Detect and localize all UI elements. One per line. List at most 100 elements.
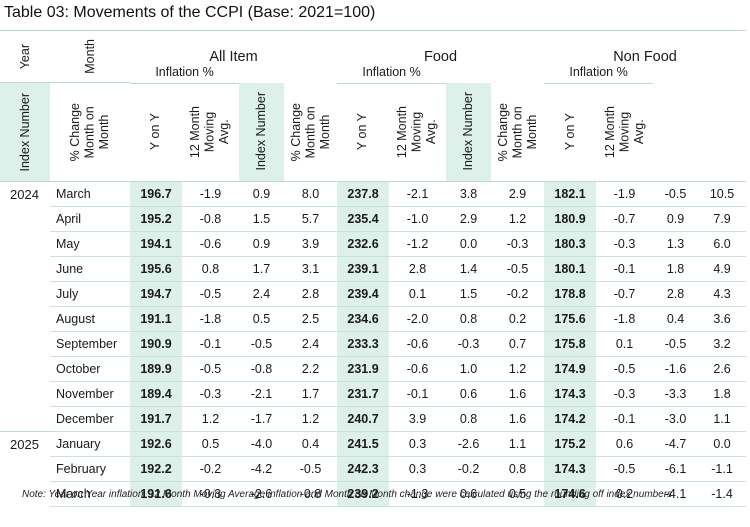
food-index-number-cell: 239.4 — [337, 281, 390, 307]
table-row: 2024 March 196.7 -1.9 0.9 8.0 237.8 -2.1 3.8 2.9 1… — [0, 181, 747, 207]
non-food-yoy-inflation-cell: -6.1 — [653, 456, 699, 482]
year-header-label: Year — [17, 43, 32, 70]
non-food-mom-change-cell: -0.3 — [596, 231, 654, 257]
all-item-yoy-inflation-cell: -0.8 — [239, 356, 284, 382]
food-mom-change-cell: -0.6 — [389, 356, 447, 382]
all-item-moving-avg-cell: 3.1 — [284, 256, 338, 282]
non-food-index-number-cell: 174.6 — [544, 481, 597, 507]
non-food-yoy-inflation-cell: -0.5 — [653, 181, 699, 207]
moving-avg-label-line: Avg. — [216, 119, 231, 145]
food-mom-change-cell: -0.1 — [389, 381, 447, 407]
month-cell: November — [50, 381, 130, 407]
month-cell: February — [50, 456, 130, 482]
mom-label-line: Month on — [82, 105, 97, 159]
food-index-number-cell: 234.6 — [337, 306, 390, 332]
year-cell: 2025 — [0, 431, 50, 457]
non-food-moving-avg-cell: 0.0 — [698, 431, 747, 457]
non-food-yoy-inflation-cell: -4.1 — [653, 481, 699, 507]
moving-avg-label: 12 Month Moving Avg. — [188, 106, 231, 158]
food-index-number-cell: 232.6 — [337, 231, 390, 257]
non-food-moving-avg-cell: -1.4 — [698, 481, 747, 507]
food-yoy-inflation-cell: 0.8 — [446, 406, 492, 432]
year-cell — [0, 232, 50, 257]
all-item-index-number-cell: 196.7 — [130, 181, 182, 207]
food-moving-avg-cell: 1.2 — [491, 356, 545, 382]
non-food-yoy-inflation-cell: -4.7 — [653, 431, 699, 457]
all-item-moving-avg-cell: -0.5 — [284, 456, 338, 482]
food-inflation-header: Inflation % Y on Y 12 Month Moving Avg. — [337, 65, 447, 182]
all-item-mom-header: % Change Month on Month — [50, 82, 130, 182]
mom-label: % Change Month on Month — [68, 103, 111, 161]
all-item-mom-change-cell: -1.8 — [182, 306, 239, 332]
non-food-index-number-cell: 178.8 — [544, 281, 597, 307]
non-food-moving-avg-cell: 1.8 — [698, 381, 747, 407]
all-item-index-number-cell: 189.9 — [130, 356, 182, 382]
non-food-mom-change-cell: -0.1 — [596, 406, 654, 432]
non-food-index-number-header: Index Number — [446, 82, 492, 182]
non-food-mom-change-cell: -0.7 — [596, 206, 654, 232]
non-food-moving-avg-cell: 2.6 — [698, 356, 747, 382]
non-food-yoy-inflation-cell: -3.0 — [653, 406, 699, 432]
food-mom-change-cell: -2.0 — [389, 306, 447, 332]
table-row: April 195.2 -0.8 1.5 5.7 235.4 -1.0 2.9 1.2 180.9… — [0, 206, 747, 232]
year-header: Year — [0, 30, 50, 83]
food-moving-avg-cell: -0.3 — [491, 231, 545, 257]
all-item-moving-avg-cell: 3.9 — [284, 231, 338, 257]
food-mom-change-cell: -1.3 — [389, 481, 447, 507]
mom-label-line: Month — [97, 114, 112, 150]
food-index-number-cell: 239.1 — [337, 256, 390, 282]
non-food-mom-change-cell: 0.6 — [596, 431, 654, 457]
index-number-label: Index Number — [17, 92, 32, 172]
food-mom-change-cell: -1.2 — [389, 231, 447, 257]
non-food-yoy-inflation-cell: 0.9 — [653, 206, 699, 232]
all-item-index-number-cell: 190.9 — [130, 331, 182, 357]
table-row: May 194.1 -0.6 0.9 3.9 232.6 -1.2 0.0 -0.3 180.3-… — [0, 231, 747, 257]
food-yoy-inflation-cell: 1.4 — [446, 256, 492, 282]
all-item-yoy-inflation-cell: -2.1 — [239, 381, 284, 407]
table-title: Table 03: Movements of the CCPI (Base: 2… — [4, 4, 376, 21]
all-item-yoy-inflation-cell: 1.7 — [239, 256, 284, 282]
non-food-mom-change-cell: -0.1 — [596, 256, 654, 282]
moving-avg-label-line: Avg. — [423, 119, 438, 145]
non-food-moving-avg-cell: 1.1 — [698, 406, 747, 432]
food-yoy-inflation-cell: 3.8 — [446, 181, 492, 207]
mom-label-line: % Change — [288, 102, 303, 161]
year-cell — [0, 407, 50, 432]
year-cell — [0, 307, 50, 332]
food-yoy-inflation-cell: 1.5 — [446, 281, 492, 307]
all-item-mom-change-cell: -0.2 — [182, 456, 239, 482]
moving-avg-label: 12 Month Moving Avg. — [395, 106, 438, 158]
all-item-index-number-cell: 191.7 — [130, 406, 182, 432]
all-item-moving-avg-cell: 2.8 — [284, 281, 338, 307]
all-item-index-number-cell: 195.6 — [130, 256, 182, 282]
all-item-yoy-inflation-cell: 1.5 — [239, 206, 284, 232]
food-index-number-cell: 239.2 — [337, 481, 390, 507]
non-food-yoy-inflation-cell: -3.3 — [653, 381, 699, 407]
non-food-moving-avg-cell: 10.5 — [698, 181, 747, 207]
non-food-mom-change-cell: -0.7 — [596, 281, 654, 307]
food-moving-avg-cell: 2.9 — [491, 181, 545, 207]
all-item-yoy-inflation-cell: 0.5 — [239, 306, 284, 332]
moving-avg-label-line: Avg. — [632, 119, 647, 145]
month-cell: August — [50, 306, 130, 332]
all-item-moving-avg-cell: 2.2 — [284, 356, 338, 382]
food-index-number-cell: 235.4 — [337, 206, 390, 232]
non-food-mom-change-cell: 0.1 — [596, 331, 654, 357]
food-yoy-inflation-cell: 2.9 — [446, 206, 492, 232]
mom-label-line: Month — [524, 114, 539, 150]
all-item-mom-change-cell: -1.9 — [182, 181, 239, 207]
month-cell: January — [50, 431, 130, 457]
mom-label-line: % Change — [68, 102, 83, 162]
food-mom-change-cell: 2.8 — [389, 256, 447, 282]
table-row: June 195.6 0.8 1.7 3.1 239.1 2.8 1.4 -0.5 180.1 -0… — [0, 256, 747, 282]
all-item-yoy-inflation-cell: -2.6 — [239, 481, 284, 507]
month-cell: March — [50, 181, 130, 207]
food-mom-change-cell: 3.9 — [389, 406, 447, 432]
non-food-mom-header: % Change Month on Month — [491, 82, 545, 182]
all-item-mom-change-cell: -0.5 — [182, 281, 239, 307]
mom-label: % Change Month on Month — [496, 103, 539, 161]
non-food-index-number-cell: 174.9 — [544, 356, 597, 382]
food-moving-avg-cell: 0.7 — [491, 331, 545, 357]
group-all-item: All Item — [130, 30, 338, 83]
non-food-inflation-header: Inflation % Y on Y 12 Month Moving Avg. — [544, 65, 654, 182]
